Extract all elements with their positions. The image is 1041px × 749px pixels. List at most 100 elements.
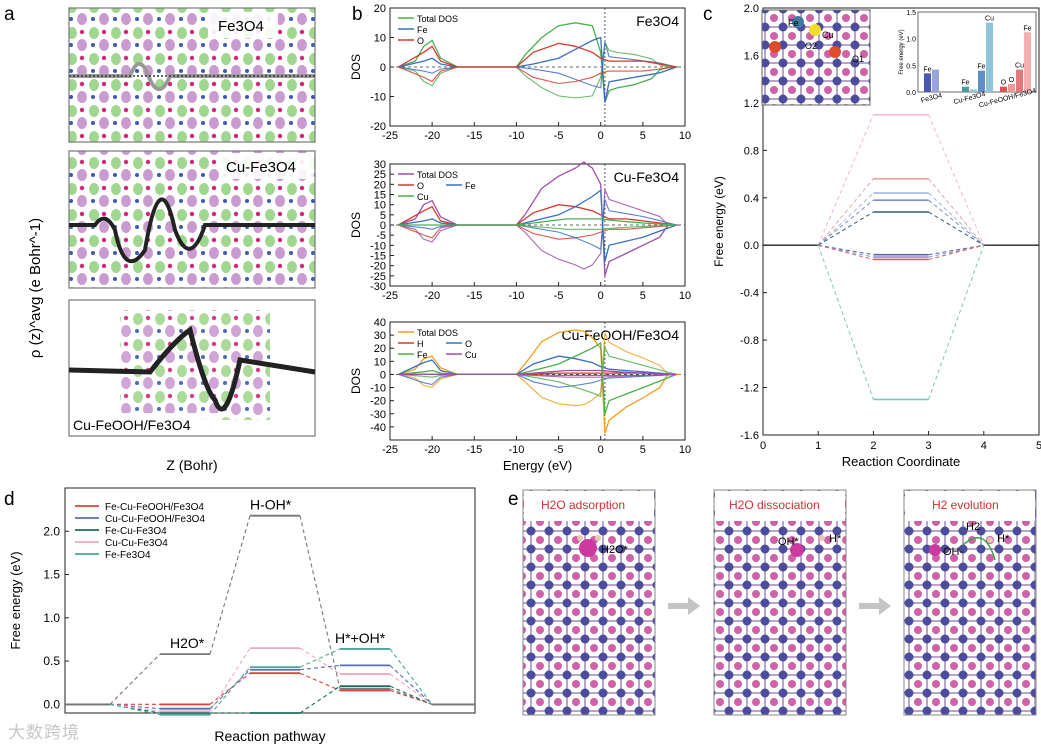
y-tick-label: 30 <box>374 159 386 171</box>
x-tick-label: -20 <box>424 130 440 142</box>
inset-y-tick: 1.5 <box>906 10 916 17</box>
connector <box>928 199 985 246</box>
panel-a-frame-fe3o4: Fe3O4 <box>68 7 316 143</box>
pathway-connector <box>389 688 433 705</box>
x-axis-label: Energy (eV) <box>503 458 572 473</box>
pathway-connector <box>109 703 161 716</box>
inset-bar <box>986 22 993 93</box>
pathway-connector <box>209 647 251 712</box>
x-tick-label: 0 <box>598 290 604 302</box>
legend-label: Fe <box>417 350 428 360</box>
x-tick-label: 10 <box>679 290 691 302</box>
pathway-connector <box>389 665 433 705</box>
species-h-ev: H* <box>997 533 1010 545</box>
x-axis-label: Reaction pathway <box>214 728 325 744</box>
step-label: H*+OH* <box>335 630 386 646</box>
y-tick-label: 0.0 <box>43 697 60 711</box>
frame-label-cu-fe3o4: Cu-Fe3O4 <box>226 159 296 176</box>
y-tick-label: -20 <box>370 121 386 133</box>
connector <box>928 192 985 246</box>
legend-label: Cu-Cu-FeOOH/Fe3O4 <box>105 514 205 525</box>
panel-e-frame-evolution: H2 evolution H2 H* OH- <box>903 489 1037 716</box>
dos-series-mirror <box>398 224 677 240</box>
x-tick-label: 10 <box>679 444 691 456</box>
y-tick-label: -10 <box>370 92 386 104</box>
connector <box>817 192 874 246</box>
x-tick-label: -5 <box>554 444 564 456</box>
panel-c: 0 1 2 3 4 5 -1.6 -1.2 -0.8 -0.4 0.0 0.4 0.8 1.2 1.6 2.0… <box>712 3 1041 469</box>
legend-label: O <box>417 181 424 191</box>
panel-a-frame-cu-feooh: Cu-FeOOH/Fe3O4 <box>68 299 316 437</box>
dos-series-total-dos <box>398 329 681 434</box>
y-axis-label: Free energy (eV) <box>8 551 23 649</box>
x-tick-label: 5 <box>1036 440 1041 452</box>
inset-bar <box>932 69 939 92</box>
y-tick-label: 5 <box>380 210 386 222</box>
x-tick-label: -25 <box>382 130 398 142</box>
inset-bar <box>1024 32 1031 92</box>
y-axis-label: DOS <box>349 368 363 394</box>
pathway-connector <box>109 703 161 712</box>
x-tick-label: 5 <box>640 444 646 456</box>
y-tick-label: -30 <box>370 281 386 293</box>
y-tick-label: 0.8 <box>744 145 759 157</box>
x-tick-label: 0 <box>598 130 604 142</box>
panel-e-frame-adsorption: H2O adsorption H2O* <box>522 489 656 716</box>
y-tick-label: 2.0 <box>744 3 759 15</box>
dos-series-o <box>398 204 677 226</box>
legend-label: Cu-Cu-Fe3O4 <box>105 538 168 549</box>
x-tick-label: 2 <box>870 440 876 452</box>
legend-label: O <box>417 36 424 46</box>
panel-a-ylabel: ρ (z)^avg (e Bohr^-1) <box>27 218 44 358</box>
y-tick-label: -1.6 <box>740 430 759 442</box>
inset-bar <box>978 70 985 92</box>
watermark-text: 大数跨境 <box>8 723 80 743</box>
inset-label-o1: O1 <box>852 54 864 64</box>
plot-title: Fe3O4 <box>636 13 679 29</box>
dos-series-o <box>398 42 677 68</box>
pathway-connector <box>389 673 433 705</box>
species-h2: H2 <box>966 521 980 533</box>
connector <box>817 199 874 246</box>
y-tick-label: 25 <box>374 169 386 181</box>
dos-series-mirror <box>398 189 681 270</box>
y-tick-label: -20 <box>370 261 386 273</box>
y-tick-label: 0.5 <box>43 654 60 668</box>
dos-series-mirror <box>398 199 677 251</box>
panel-letter-c: c <box>703 4 713 25</box>
panel-e: H2O adsorption H2O* H2O dissociation OH*… <box>522 489 1037 716</box>
x-tick-label: -20 <box>424 290 440 302</box>
dos-series-mirror <box>398 344 677 398</box>
x-tick-label: 5 <box>640 290 646 302</box>
x-tick-label: 5 <box>640 130 646 142</box>
connector <box>928 244 984 258</box>
legend-label: Fe-Cu-Fe3O4 <box>105 526 167 537</box>
y-tick-label: 0 <box>380 369 386 381</box>
dos-series-mirror <box>398 42 677 89</box>
dos-series-mirror <box>398 40 681 99</box>
y-tick-label: 0.0 <box>744 240 759 252</box>
inset-bar-label: O <box>1009 77 1015 84</box>
x-tick-label: -25 <box>382 290 398 302</box>
y-tick-label: 2.0 <box>43 524 60 538</box>
pathway-connector <box>299 647 341 675</box>
x-tick-label: -5 <box>554 130 564 142</box>
plot-title: Cu-Fe3O4 <box>614 169 680 185</box>
pathway-connector <box>109 653 161 705</box>
y-axis-label: DOS <box>349 212 363 238</box>
y-tick-label: -0.4 <box>740 288 759 300</box>
x-tick-label: 1 <box>815 440 821 452</box>
y-tick-label: 10 <box>374 356 386 368</box>
y-tick-label: -15 <box>370 251 386 263</box>
legend-label: Fe <box>417 25 428 35</box>
y-tick-label: -1.2 <box>740 383 759 395</box>
inset-label-cu: Cu <box>822 30 834 40</box>
legend-label: H <box>417 339 424 349</box>
panel-a-frame-cu-fe3o4: Cu-Fe3O4 <box>68 150 316 289</box>
y-tick-label: 0.4 <box>744 193 759 205</box>
x-axis-label: Reaction Coordinate <box>842 454 961 469</box>
x-tick-label: -20 <box>424 444 440 456</box>
inset-bar-label: Fe <box>977 64 985 71</box>
dos-series-mirror <box>398 373 677 378</box>
inset-bar-label: O <box>1001 80 1007 87</box>
